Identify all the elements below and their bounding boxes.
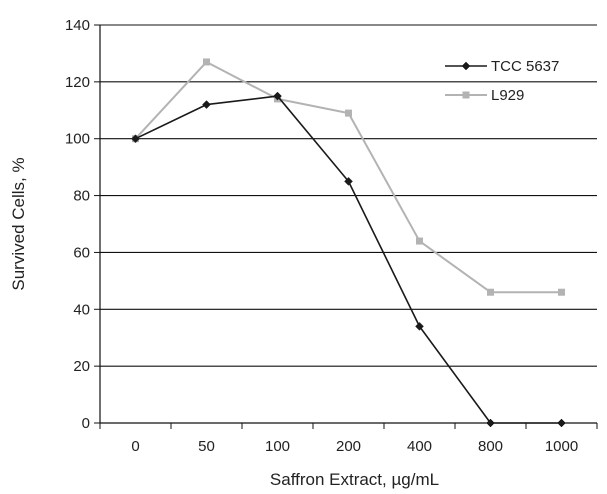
series-line (135, 95, 562, 424)
legend: TCC 5637 L929 (445, 58, 559, 104)
y-tick-label: 40 (73, 301, 90, 318)
y-tick-label: 20 (73, 358, 90, 375)
data-point (416, 237, 423, 245)
x-tick-label: 100 (265, 438, 290, 455)
data-point (486, 418, 495, 428)
series-1 (131, 91, 566, 428)
series-lines (131, 58, 566, 428)
gridlines (100, 24, 597, 367)
y-tick-label: 120 (65, 74, 90, 91)
data-point (558, 288, 565, 296)
x-tick-label: 400 (407, 438, 432, 455)
legend-item: TCC 5637 (445, 58, 559, 75)
y-tick-label: 140 (65, 17, 90, 34)
data-point (203, 58, 210, 66)
x-tick-labels: 0 50 100 200 400 800 1000 (131, 438, 578, 455)
y-tick-label: 0 (82, 415, 90, 432)
data-point (202, 100, 211, 109)
axes (94, 24, 598, 429)
y-tick-labels: 0 20 40 60 80 100 120 140 (65, 17, 90, 432)
legend-swatch-marker (462, 91, 470, 99)
y-axis-title: Survived Cells, % (9, 157, 28, 290)
legend-label: L929 (491, 87, 524, 104)
x-axis-title: Saffron Extract, µg/mL (270, 470, 439, 489)
y-tick-label: 100 (65, 131, 90, 148)
data-point (273, 91, 282, 101)
y-tick-label: 80 (73, 188, 90, 205)
data-point (415, 321, 424, 331)
data-point (487, 288, 494, 296)
legend-label: TCC 5637 (491, 58, 559, 75)
x-tick-label: 1000 (545, 438, 578, 455)
x-tick-label: 0 (131, 438, 139, 455)
y-tick-label: 60 (73, 244, 90, 261)
x-tick-label: 50 (198, 438, 215, 455)
legend-swatch-marker (461, 61, 471, 71)
legend-item: L929 (445, 87, 524, 104)
data-point (131, 134, 140, 144)
x-tick-label: 200 (336, 438, 361, 455)
data-point (345, 109, 352, 117)
data-point (344, 177, 353, 186)
data-point (557, 418, 566, 428)
x-tick-label: 800 (478, 438, 503, 455)
